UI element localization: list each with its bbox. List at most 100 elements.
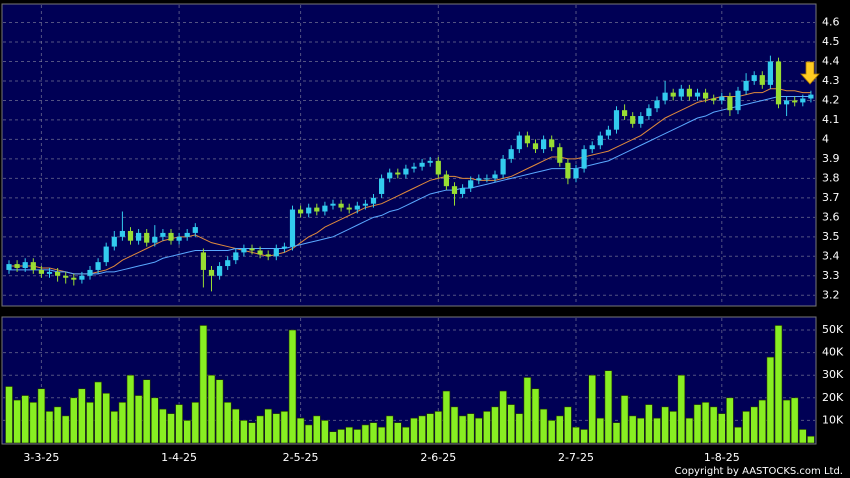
volume-bar [337,429,345,444]
candle-body [784,100,790,105]
candle-body [395,172,401,175]
candle-body [508,149,514,159]
volume-bar [5,386,13,444]
volume-bar [766,356,775,444]
candle-body [241,248,247,253]
candle-body [273,248,279,257]
y-tick-label: 4.3 [822,74,840,87]
candle-body [289,209,296,247]
volume-bar [531,388,540,444]
candle-body [87,269,93,276]
candle-body [71,277,77,280]
candle-body [711,98,717,101]
volume-bar [191,402,200,444]
x-tick-label: 2-5-25 [283,451,319,464]
candle-body [727,96,733,111]
volume-bar [86,402,94,444]
volume-bar [572,426,580,444]
volume-bar [491,406,499,444]
candle-body [136,232,142,241]
volume-bar [701,402,710,444]
candle-body [111,236,117,247]
candle-body [233,252,239,261]
volume-bar [442,390,451,444]
volume-bar [645,404,653,444]
candle-body [281,246,287,249]
volume-bar [329,431,337,444]
volume-bar [750,406,759,444]
x-tick-label: 2-6-25 [420,451,456,464]
volume-bar [790,397,799,444]
volume-bar [564,406,572,444]
candle-body [257,250,263,255]
y-tick-label: 3.9 [822,152,840,165]
x-tick-label: 3-3-25 [23,451,59,464]
volume-bar [321,420,329,444]
volume-bar [434,411,443,444]
candle-body [208,269,215,276]
x-tick-label: 1-4-25 [161,451,197,464]
candle-body [622,110,628,117]
candle-body [565,162,571,179]
volume-bar [717,413,726,444]
candle-body [759,75,765,85]
volume-bar [207,374,216,444]
volume-bar [677,374,686,444]
volume-bar [604,370,613,444]
volume-bar [45,411,54,444]
candle-body [670,92,676,97]
volume-bar [142,379,151,444]
candle-body [443,174,449,187]
volume-bar [240,420,248,444]
candle-body [476,178,482,181]
y-tick-label: 3.4 [822,249,840,262]
volume-bar [296,417,305,444]
volume-bar [134,395,143,444]
volume-bar [798,429,807,444]
candle-body [322,205,328,212]
candle-body [46,271,53,274]
volume-bar [223,402,232,444]
candle-body [638,116,644,124]
volume-bar [70,397,78,444]
candle-body [298,209,304,214]
volume-bar [215,379,224,444]
y-tick-label: 3.3 [822,269,840,282]
candle-body [743,80,749,91]
plot-layer: 3.2 3.3 3.4 3.5 3.6 3.7 3.8 3.9 4 4.1 4.2 4.3 4.4 4.5… [3,5,844,464]
candle-body [605,129,611,136]
candle-body [549,139,555,148]
volume-bar [539,408,548,444]
y-tick-label: 40K [822,346,844,359]
volume-bar [612,422,621,444]
volume-bar [450,406,459,444]
volume-bar [483,411,491,444]
volume-bar [21,395,30,444]
volume-bar [175,404,183,444]
volume-bar [709,406,718,444]
candle-body [630,116,636,124]
candle-body [152,236,158,243]
volume-bar [418,415,426,444]
volume-bar [37,388,46,444]
volume-bar [685,417,694,444]
candle-body [119,230,125,237]
y-tick-label: 4.1 [822,113,840,126]
volume-bar [807,435,815,444]
volume-bar [499,390,507,444]
volume-bar [474,417,483,444]
candle-body [662,92,668,101]
volume-bar [102,392,110,444]
candle-body [160,232,166,237]
volume-bar [78,388,86,444]
candle-body [800,98,806,103]
volume-bar [312,415,321,444]
volume-bar [507,404,516,444]
candle-body [249,248,255,251]
candle-body [103,246,109,263]
volume-bar [466,413,475,444]
candle-body [427,160,433,163]
candle-body [184,232,190,237]
candle-body [694,92,701,97]
